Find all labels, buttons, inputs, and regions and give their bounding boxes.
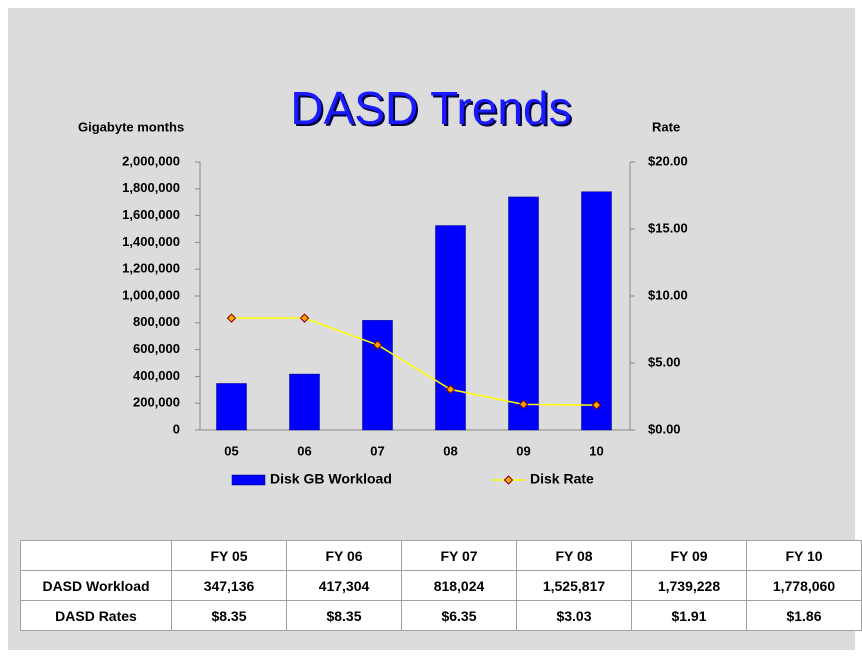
x-tick-label: 05 xyxy=(224,443,238,458)
y2-tick-label: $0.00 xyxy=(648,421,681,436)
table-cell: FY 06 xyxy=(286,540,402,571)
bar xyxy=(216,383,247,431)
y-tick-label: 1,200,000 xyxy=(122,261,180,276)
table-cell: FY 09 xyxy=(631,540,747,571)
line-marker xyxy=(299,313,310,323)
y-tick-label: 600,000 xyxy=(133,341,180,356)
x-tick-label: 07 xyxy=(370,443,384,458)
table-cell: FY 05 xyxy=(171,540,287,571)
table-cell: 1,739,228 xyxy=(631,570,747,601)
x-tick-label: 09 xyxy=(516,443,530,458)
legend-swatch xyxy=(231,474,266,486)
y-axis-label: Gigabyte months xyxy=(78,119,184,134)
chart-title: DASD Trends xyxy=(290,82,571,134)
bar xyxy=(435,225,466,431)
table-cell: $8.35 xyxy=(286,600,402,631)
table-cell: $6.35 xyxy=(401,600,517,631)
table-cell: 347,136 xyxy=(171,570,287,601)
y-tick-label: 200,000 xyxy=(133,395,180,410)
y-tick-label: 400,000 xyxy=(133,368,180,383)
table-row: DASD Rates $8.35 $8.35 $6.35 $3.03 $1.91 $1.86 xyxy=(20,600,862,631)
y-tick-label: 1,600,000 xyxy=(122,207,180,222)
x-tick-label: 06 xyxy=(297,443,311,458)
y2-tick-label: $20.00 xyxy=(648,153,688,168)
bar xyxy=(508,196,539,431)
line-marker xyxy=(372,340,383,350)
y-tick-label: 800,000 xyxy=(133,314,180,329)
table-cell: 417,304 xyxy=(286,570,402,601)
y-tick-label: 1,000,000 xyxy=(122,287,180,302)
table-cell: 818,024 xyxy=(401,570,517,601)
table-cell: $8.35 xyxy=(171,600,287,631)
y-tick-label: 1,800,000 xyxy=(122,180,180,195)
table-cell: FY 10 xyxy=(746,540,862,571)
y-tick-label: 0 xyxy=(173,421,180,436)
table-cell: $1.91 xyxy=(631,600,747,631)
table-row: DASD Workload 347,136 417,304 818,024 1,525,… xyxy=(20,570,862,601)
y2-tick-label: $5.00 xyxy=(648,354,681,369)
table-cell: 1,778,060 xyxy=(746,570,862,601)
table-cell: FY 08 xyxy=(516,540,632,571)
y2-tick-label: $15.00 xyxy=(648,220,688,235)
table-cell xyxy=(20,540,172,571)
table-row: FY 05 FY 06 FY 07 FY 08 FY 09 FY 10 xyxy=(20,540,862,571)
table-cell: FY 07 xyxy=(401,540,517,571)
data-table: FY 05 FY 06 FY 07 FY 08 FY 09 FY 10 DASD Workl… xyxy=(20,540,862,631)
x-tick-label: 10 xyxy=(589,443,603,458)
table-cell: 1,525,817 xyxy=(516,570,632,601)
table-cell: DASD Workload xyxy=(20,570,172,601)
table-cell: $1.86 xyxy=(746,600,862,631)
legend-label: Disk GB Workload xyxy=(270,471,392,487)
line-marker xyxy=(591,400,602,410)
line-marker xyxy=(445,384,456,395)
table-cell: DASD Rates xyxy=(20,600,172,631)
line-marker xyxy=(226,313,237,323)
table-cell: $3.03 xyxy=(516,600,632,631)
bar xyxy=(362,320,393,431)
legend-label: Disk Rate xyxy=(530,471,594,487)
y2-axis-label: Rate xyxy=(652,119,680,134)
y-tick-label: 1,400,000 xyxy=(122,234,180,249)
legend-marker xyxy=(503,475,514,485)
bar xyxy=(289,373,320,431)
bar xyxy=(581,191,612,431)
x-tick-label: 08 xyxy=(443,443,457,458)
line xyxy=(231,317,597,406)
y-tick-label: 2,000,000 xyxy=(122,153,180,168)
y2-tick-label: $10.00 xyxy=(648,287,688,302)
line-marker xyxy=(518,399,529,410)
